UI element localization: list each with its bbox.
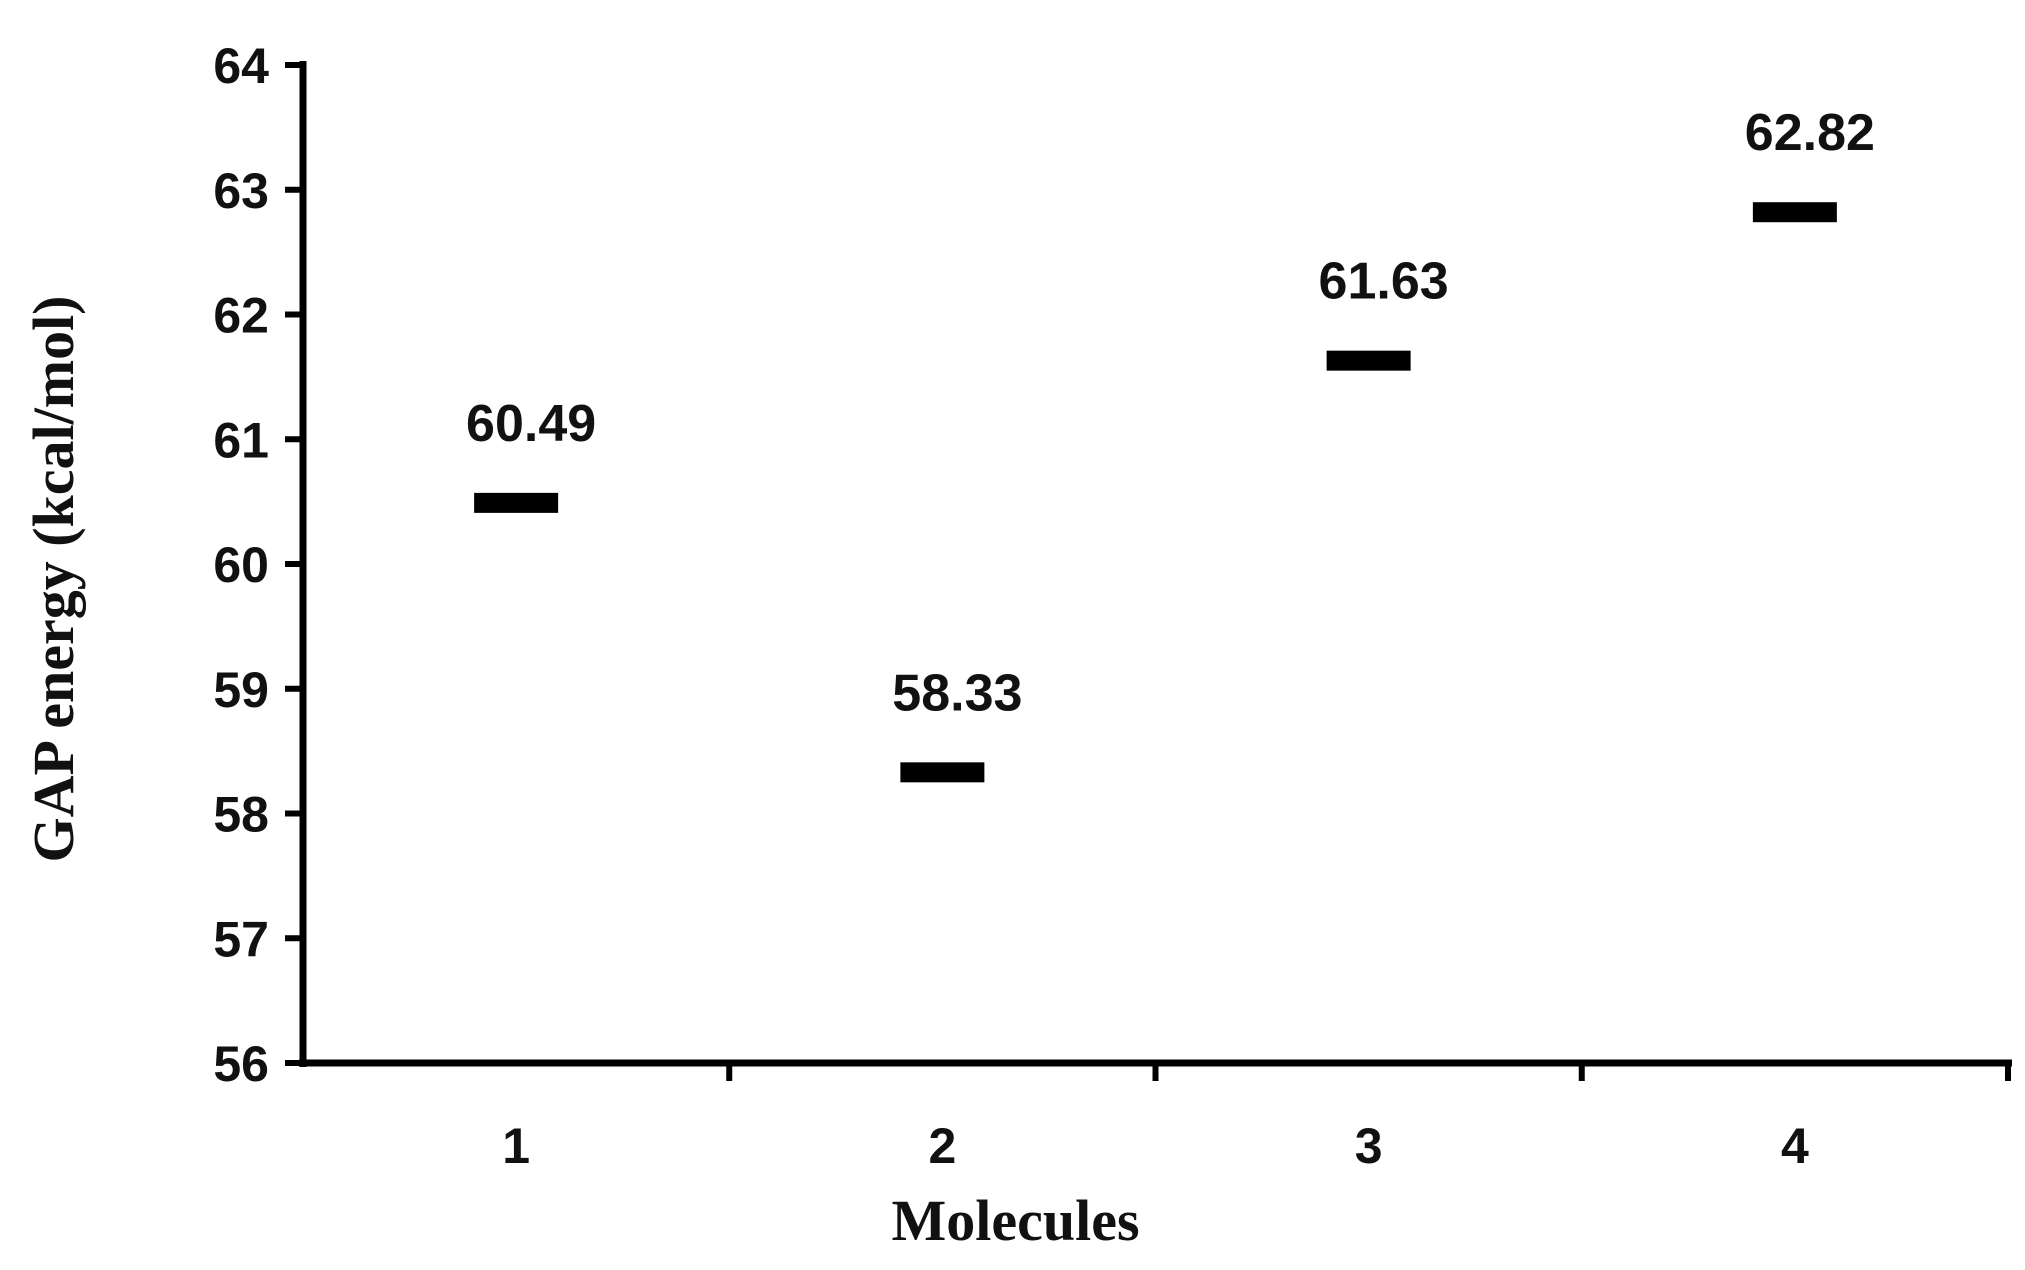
y-tick-label: 58 [213,787,269,843]
y-tick-label: 56 [213,1036,269,1092]
data-point-marker [1326,350,1411,371]
y-tick-label: 64 [213,38,269,94]
data-value-label: 58.33 [892,664,1022,722]
data-value-label: 62.82 [1745,104,1875,162]
data-marks [474,202,1837,783]
data-point-marker [474,492,559,513]
data-labels: 60.49 58.33 61.63 62.82 [466,104,1875,722]
y-tick-label: 59 [213,662,269,718]
data-value-label: 60.49 [466,395,596,453]
y-tick-label: 61 [213,412,269,468]
y-axis-ticks: 56 57 58 59 60 61 62 63 64 [213,38,303,1092]
x-tick-label: 4 [1781,1118,1809,1174]
x-axis-title: Molecules [891,1188,1139,1253]
x-axis-ticks: 1 2 3 4 [502,1063,2011,1174]
y-tick-label: 63 [213,163,269,219]
data-point-marker [900,762,985,783]
data-point-marker [1752,202,1837,223]
y-tick-label: 62 [213,288,269,344]
data-value-label: 61.63 [1319,253,1449,311]
x-tick-label: 1 [502,1118,530,1174]
y-tick-label: 60 [213,537,269,593]
y-tick-label: 57 [213,911,269,967]
y-axis-title: GAP energy (kcal/mol) [21,295,86,862]
x-tick-label: 2 [928,1118,956,1174]
x-tick-label: 3 [1355,1118,1383,1174]
